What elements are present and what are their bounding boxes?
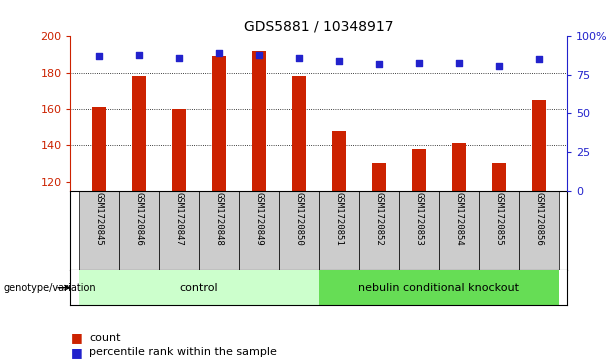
Bar bbox=[479, 191, 519, 270]
Bar bbox=[372, 163, 386, 191]
Text: GSM1720846: GSM1720846 bbox=[134, 192, 143, 246]
Bar bbox=[159, 191, 199, 270]
Bar bbox=[78, 270, 319, 305]
Text: genotype/variation: genotype/variation bbox=[3, 283, 96, 293]
Point bbox=[254, 52, 264, 58]
Bar bbox=[439, 191, 479, 270]
Bar bbox=[199, 191, 238, 270]
Bar bbox=[452, 143, 466, 191]
Bar bbox=[211, 56, 226, 191]
Bar bbox=[172, 109, 186, 191]
Bar bbox=[319, 270, 559, 305]
Point bbox=[414, 60, 424, 65]
Text: GSM1720847: GSM1720847 bbox=[174, 192, 183, 246]
Bar bbox=[132, 76, 145, 191]
Bar bbox=[118, 191, 159, 270]
Point bbox=[454, 60, 464, 65]
Point bbox=[173, 55, 183, 61]
Text: GSM1720852: GSM1720852 bbox=[375, 192, 383, 246]
Bar bbox=[292, 76, 306, 191]
Text: GSM1720845: GSM1720845 bbox=[94, 192, 103, 246]
Text: count: count bbox=[89, 333, 120, 343]
Bar bbox=[412, 149, 426, 191]
Bar bbox=[519, 191, 559, 270]
Point bbox=[494, 63, 504, 69]
Point bbox=[294, 55, 303, 61]
Text: nebulin conditional knockout: nebulin conditional knockout bbox=[359, 283, 519, 293]
Bar bbox=[91, 107, 105, 191]
Text: GSM1720850: GSM1720850 bbox=[294, 192, 303, 246]
Point bbox=[374, 61, 384, 67]
Title: GDS5881 / 10348917: GDS5881 / 10348917 bbox=[244, 20, 394, 34]
Point bbox=[94, 53, 104, 59]
Text: GSM1720848: GSM1720848 bbox=[214, 192, 223, 246]
Text: GSM1720851: GSM1720851 bbox=[334, 192, 343, 246]
Point bbox=[534, 57, 544, 62]
Text: GSM1720853: GSM1720853 bbox=[414, 192, 424, 246]
Text: GSM1720854: GSM1720854 bbox=[454, 192, 463, 246]
Bar bbox=[399, 191, 439, 270]
Point bbox=[214, 50, 224, 56]
Bar bbox=[532, 100, 546, 191]
Text: GSM1720855: GSM1720855 bbox=[495, 192, 503, 246]
Text: GSM1720849: GSM1720849 bbox=[254, 192, 263, 246]
Bar bbox=[359, 191, 399, 270]
Text: ■: ■ bbox=[70, 346, 82, 359]
Point bbox=[334, 58, 344, 64]
Bar bbox=[279, 191, 319, 270]
Text: ■: ■ bbox=[70, 331, 82, 344]
Bar bbox=[492, 163, 506, 191]
Point bbox=[134, 52, 143, 58]
Text: GSM1720856: GSM1720856 bbox=[535, 192, 544, 246]
Text: percentile rank within the sample: percentile rank within the sample bbox=[89, 347, 276, 357]
Bar bbox=[252, 51, 265, 191]
Bar bbox=[238, 191, 279, 270]
Bar bbox=[332, 131, 346, 191]
Bar bbox=[78, 191, 118, 270]
Bar bbox=[319, 191, 359, 270]
Text: control: control bbox=[180, 283, 218, 293]
